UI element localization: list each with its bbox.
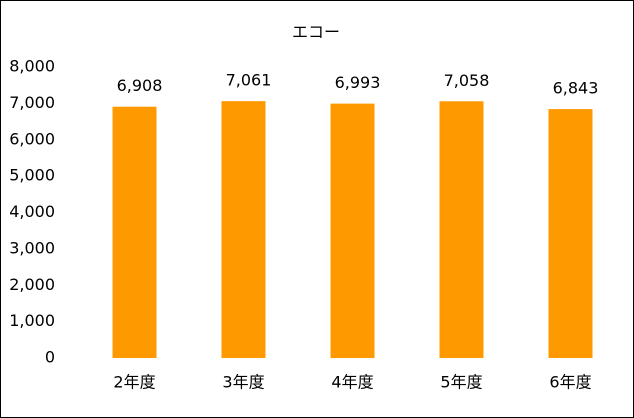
y-tick-label: 5,000 [9,166,55,185]
x-tick-label: 4年度 [331,373,373,392]
data-label: 7,061 [226,71,272,90]
bar [112,106,157,358]
data-label: 6,908 [117,76,163,95]
bar [330,103,375,358]
bar [439,101,484,358]
y-tick-label: 3,000 [9,238,55,257]
chart-title: エコー [292,23,340,42]
y-tick-label: 7,000 [9,93,55,112]
y-tick-label: 2,000 [9,275,55,294]
x-tick-label: 2年度 [113,373,155,392]
bar [221,101,266,358]
y-tick-label: 8,000 [9,57,55,76]
y-tick-label: 4,000 [9,202,55,221]
x-tick-label: 3年度 [222,373,264,392]
x-tick-label: 6年度 [549,373,591,392]
y-tick-label: 6,000 [9,129,55,148]
data-label: 6,993 [335,73,381,92]
x-tick-label: 5年度 [440,373,482,392]
y-tick-label: 0 [45,348,55,367]
y-tick-label: 1,000 [9,311,55,330]
data-label: 7,058 [444,71,490,90]
bar [548,109,593,358]
data-label: 6,843 [553,79,599,98]
